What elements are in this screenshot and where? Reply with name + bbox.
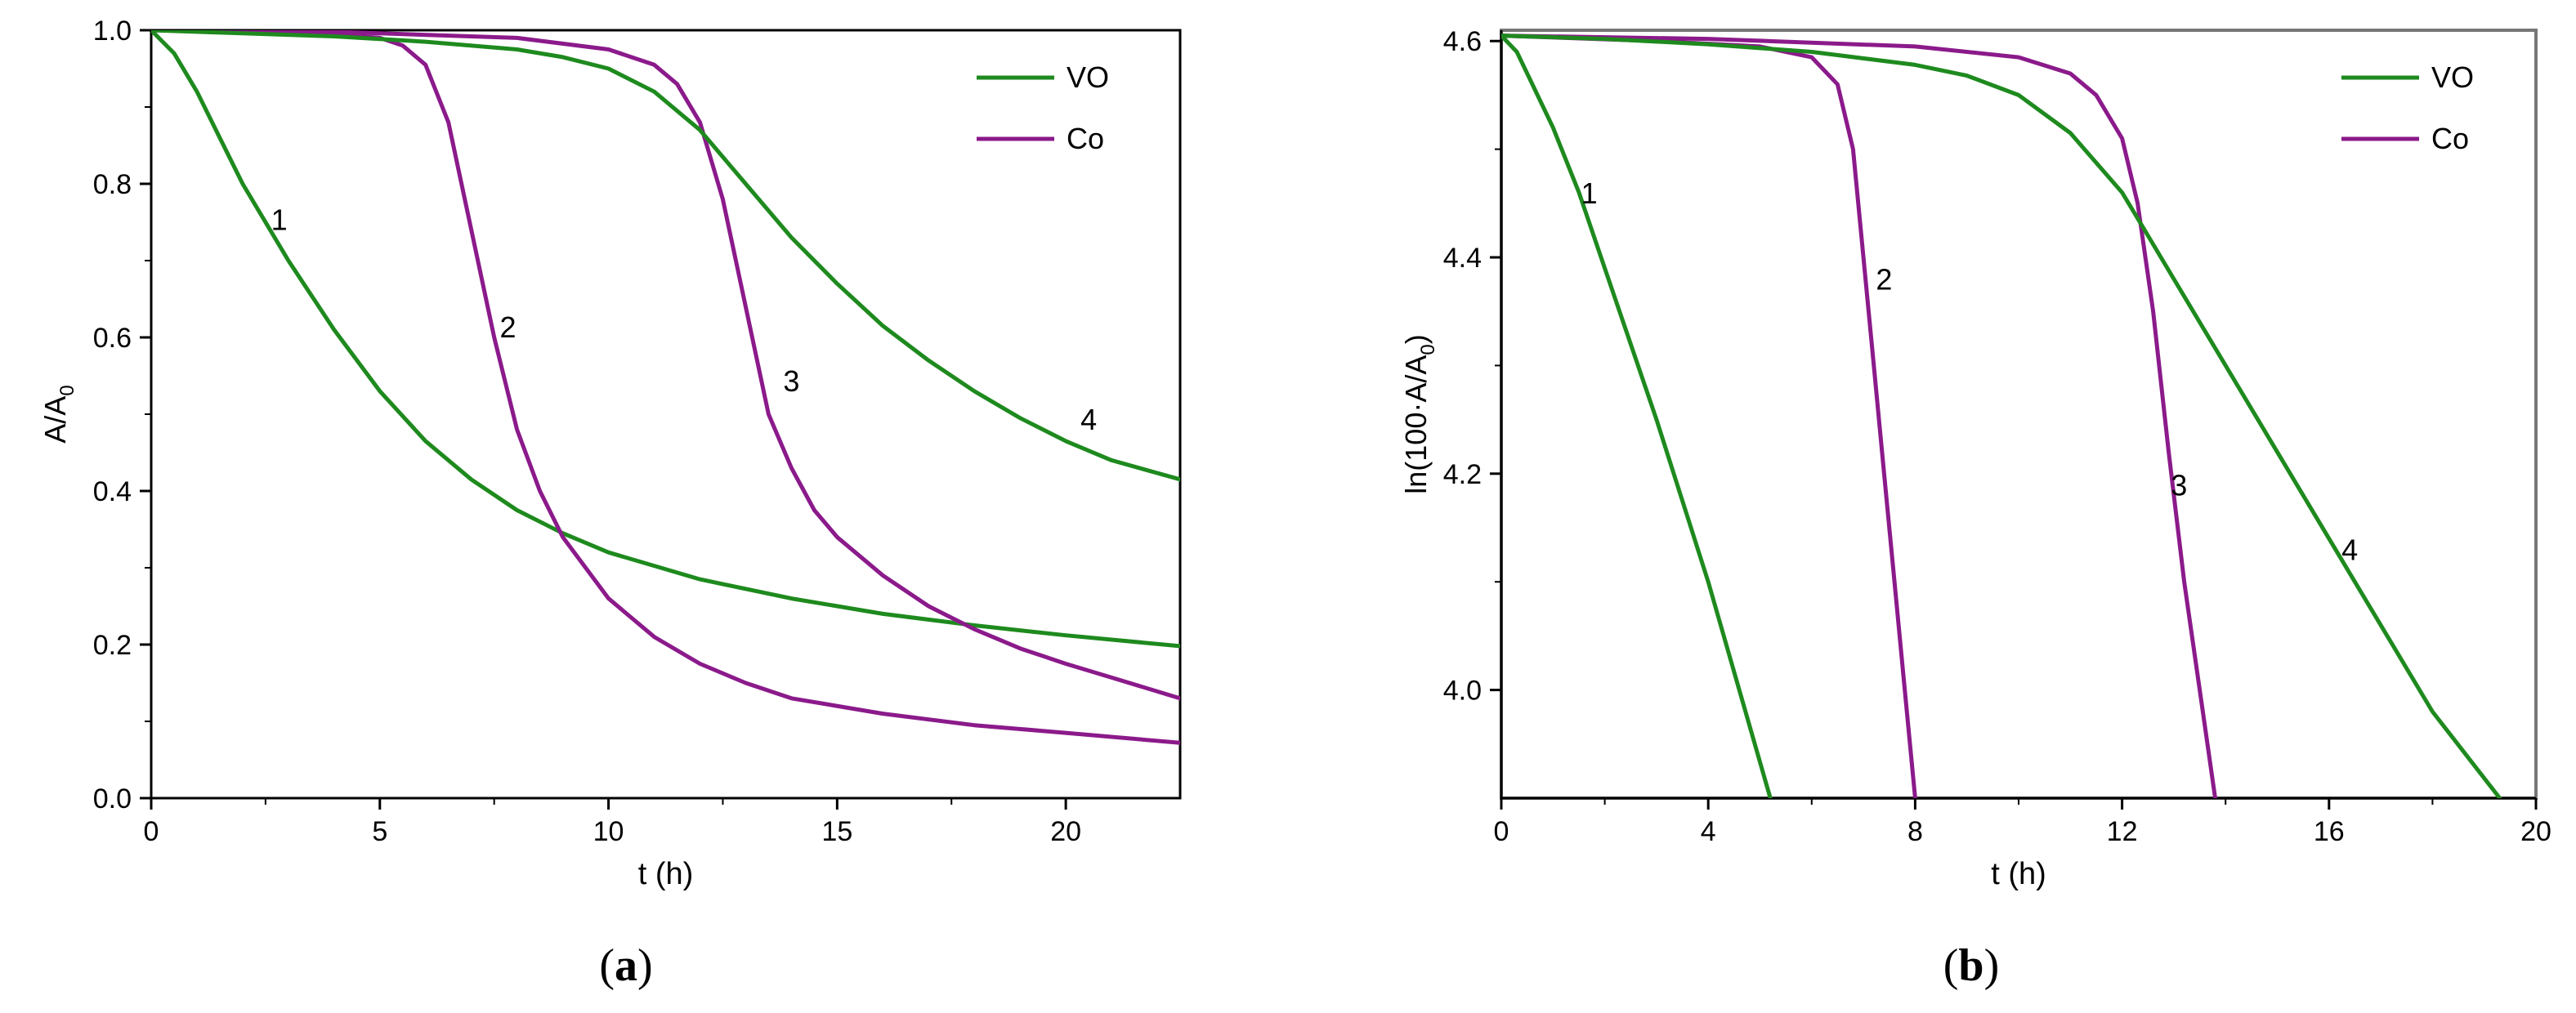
legend-label-co: Co (2431, 122, 2469, 155)
series-line-3 (151, 30, 1180, 701)
y-tick-label: 4.2 (1443, 459, 1482, 490)
x-tick-label: 20 (2520, 816, 2551, 847)
series-label-2: 2 (1876, 263, 1892, 297)
series-line-4 (151, 30, 1180, 482)
x-tick-label: 20 (1050, 816, 1081, 847)
series-label-3: 3 (2171, 468, 2187, 502)
y-axis-label: ln(100·A/A0) (1399, 334, 1439, 493)
y-tick-label: 0.0 (93, 783, 132, 814)
y-tick-label: 4.4 (1443, 243, 1482, 274)
y-tick-label: 0.2 (93, 630, 132, 661)
x-tick-label: 12 (2107, 816, 2138, 847)
legend-label-co: Co (1067, 122, 1104, 155)
series-lines (1501, 33, 2502, 798)
series-label-2: 2 (499, 310, 516, 344)
legend-label-vo: VO (2431, 60, 2474, 94)
series-line-1 (1501, 33, 1773, 798)
series-line-1 (151, 30, 1180, 649)
series-label-4: 4 (1080, 403, 1097, 436)
y-tick-label: 0.4 (93, 476, 132, 507)
y-tick-label: 1.0 (93, 16, 132, 47)
x-tick-label: 16 (2314, 816, 2345, 847)
y-tick-label: 4.6 (1443, 26, 1482, 57)
chart-panel-a: 0 5 10 15 20 0.0 0.2 0.4 0.6 0.8 1.0 t (h) A/A0 1 2 3 4 V… (38, 16, 1182, 991)
series-line-3 (1501, 33, 2217, 798)
x-axis-label: t (h) (1991, 857, 2046, 891)
series-label-3: 3 (783, 364, 799, 398)
plot-frame (150, 29, 1182, 800)
series-label-1: 1 (1581, 176, 1598, 210)
y-tick-label: 4.0 (1443, 676, 1482, 707)
x-tick-label: 15 (821, 816, 852, 847)
y-tick-label: 0.8 (93, 169, 132, 200)
x-tick-label: 10 (593, 816, 624, 847)
x-tick-label: 8 (1907, 816, 1923, 847)
panel-caption: (b) (1943, 940, 1999, 991)
x-tick-label: 4 (1701, 816, 1716, 847)
x-axis-label: t (h) (638, 857, 694, 891)
y-axis-label: A/A0 (38, 385, 78, 443)
chart-panel-b: 0 4 8 12 16 204.04.24.44.6t (h)ln(100·A/A0)12… (1399, 26, 2551, 991)
panel-caption: (a) (599, 940, 652, 991)
legend-label-vo: VO (1067, 60, 1109, 94)
x-tick-label: 0 (1494, 816, 1509, 847)
x-tick-label: 0 (144, 816, 159, 847)
series-lines (151, 30, 1180, 745)
series-label-4: 4 (2341, 533, 2358, 567)
y-tick-label: 0.6 (93, 323, 132, 354)
series-label-1: 1 (271, 203, 288, 236)
series-line-4 (1501, 33, 2502, 798)
x-tick-label: 5 (372, 816, 387, 847)
